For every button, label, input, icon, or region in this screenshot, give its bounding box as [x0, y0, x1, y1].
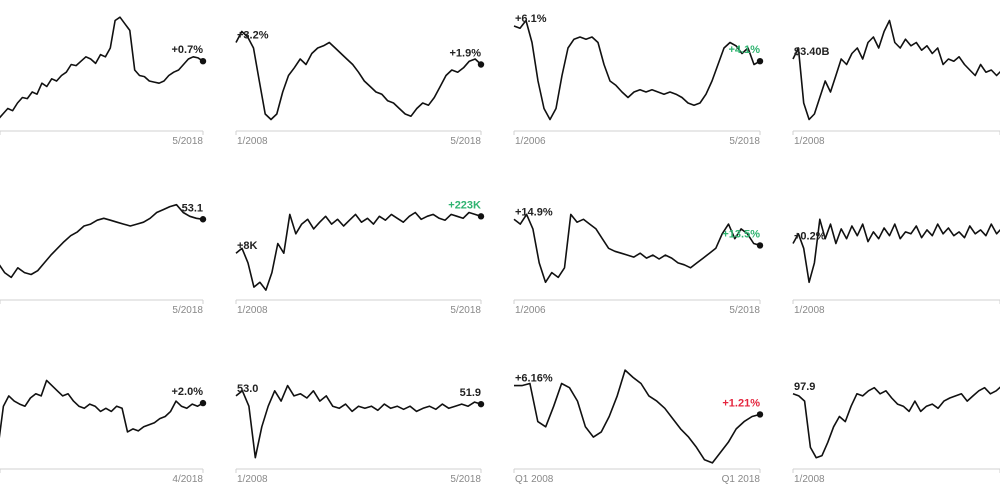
chart-panel-6: 1/2008 5/2018 +8K +223K [235, 199, 485, 316]
end-value-label: +4.1% [729, 44, 761, 56]
x-tick-label-start: 1/2006 [515, 136, 546, 147]
start-value-label: +8K [237, 240, 258, 252]
x-tick-label-start: 1/2008 [237, 474, 268, 485]
series-line [792, 218, 1000, 284]
x-tick-label-start: 1/2008 [237, 305, 268, 316]
chart-panel-2: 1/2008 5/2018 +3.2% +1.9% [235, 30, 485, 147]
start-value-label: 53.0 [237, 383, 258, 395]
end-point-marker [756, 242, 764, 249]
start-value-label: +6.1% [515, 13, 547, 25]
end-value-label: +1.21% [722, 397, 760, 409]
start-value-label: $3.40B [794, 46, 830, 58]
x-tick-label-start: 1/2008 [794, 474, 825, 485]
x-tick-label-start: Q1 2008 [515, 474, 554, 485]
chart-panel-5: 5/2018 53.1 [0, 202, 207, 316]
x-tick-label-end: Q1 2018 [722, 474, 761, 485]
start-value-label: +0.2% [794, 231, 826, 243]
x-tick-label-end: 5/2018 [729, 136, 760, 147]
x-tick-label-end: 5/2018 [172, 136, 203, 147]
x-tick-label-end: 4/2018 [172, 474, 203, 485]
series-line [0, 379, 204, 439]
series-line [0, 16, 204, 119]
end-value-label: +0.7% [172, 44, 204, 56]
chart-panel-10: 1/2008 5/2018 53.0 51.9 [235, 383, 485, 485]
series-line [0, 203, 204, 279]
end-value-label: +13.5% [722, 228, 760, 240]
chart-panel-11: Q1 2008 Q1 2018 +6.16% +1.21% [513, 369, 764, 485]
series-line [235, 30, 482, 121]
end-value-label: +2.0% [172, 386, 204, 398]
chart-panel-1: 5/2018 +0.7% [0, 16, 207, 147]
end-point-marker [199, 399, 207, 407]
chart-panel-9: 4/2018 +2.0% [0, 379, 207, 485]
end-point-marker [199, 58, 207, 65]
end-value-label: +223K [448, 199, 481, 211]
series-line [514, 369, 761, 464]
x-tick-label-end: 5/2018 [450, 305, 481, 316]
x-tick-label-end: 5/2018 [450, 136, 481, 147]
x-tick-label-end: 5/2018 [172, 305, 203, 316]
x-tick-label-start: 1/2006 [515, 305, 546, 316]
end-value-label: 51.9 [460, 387, 481, 399]
chart-panel-12: 1/2008 97.9 [792, 381, 1000, 485]
chart-panel-3: 1/2006 5/2018 +6.1% +4.1% [513, 13, 764, 147]
x-tick-label-end: 5/2018 [729, 305, 760, 316]
end-value-label: +1.9% [450, 48, 482, 60]
series-line [513, 213, 761, 284]
x-tick-label-start: 1/2008 [794, 136, 825, 147]
end-point-marker [477, 400, 485, 408]
end-point-marker [199, 216, 207, 223]
series-line [235, 211, 482, 291]
start-value-label: +14.9% [515, 206, 553, 218]
x-tick-label-start: 1/2008 [237, 136, 268, 147]
x-tick-label-end: 5/2018 [450, 474, 481, 485]
start-value-label: +3.2% [237, 30, 269, 42]
series-line [235, 384, 482, 459]
end-point-marker [756, 411, 764, 418]
chart-panel-7: 1/2006 5/2018 +14.9% +13.5% [513, 206, 764, 316]
start-value-label: +6.16% [515, 373, 553, 385]
chart-panel-8: 1/2008 +0.2% [792, 218, 1000, 316]
end-point-marker [756, 58, 764, 65]
x-tick-label-start: 1/2008 [794, 305, 825, 316]
chart-panel-4: 1/2008 $3.40B [792, 19, 1000, 147]
start-value-label: 97.9 [794, 381, 815, 393]
series-line [792, 386, 1000, 459]
end-point-marker [477, 61, 485, 68]
end-point-marker [477, 213, 485, 220]
series-line [513, 19, 761, 121]
end-value-label: 53.1 [182, 202, 203, 214]
series-line [792, 19, 1000, 121]
